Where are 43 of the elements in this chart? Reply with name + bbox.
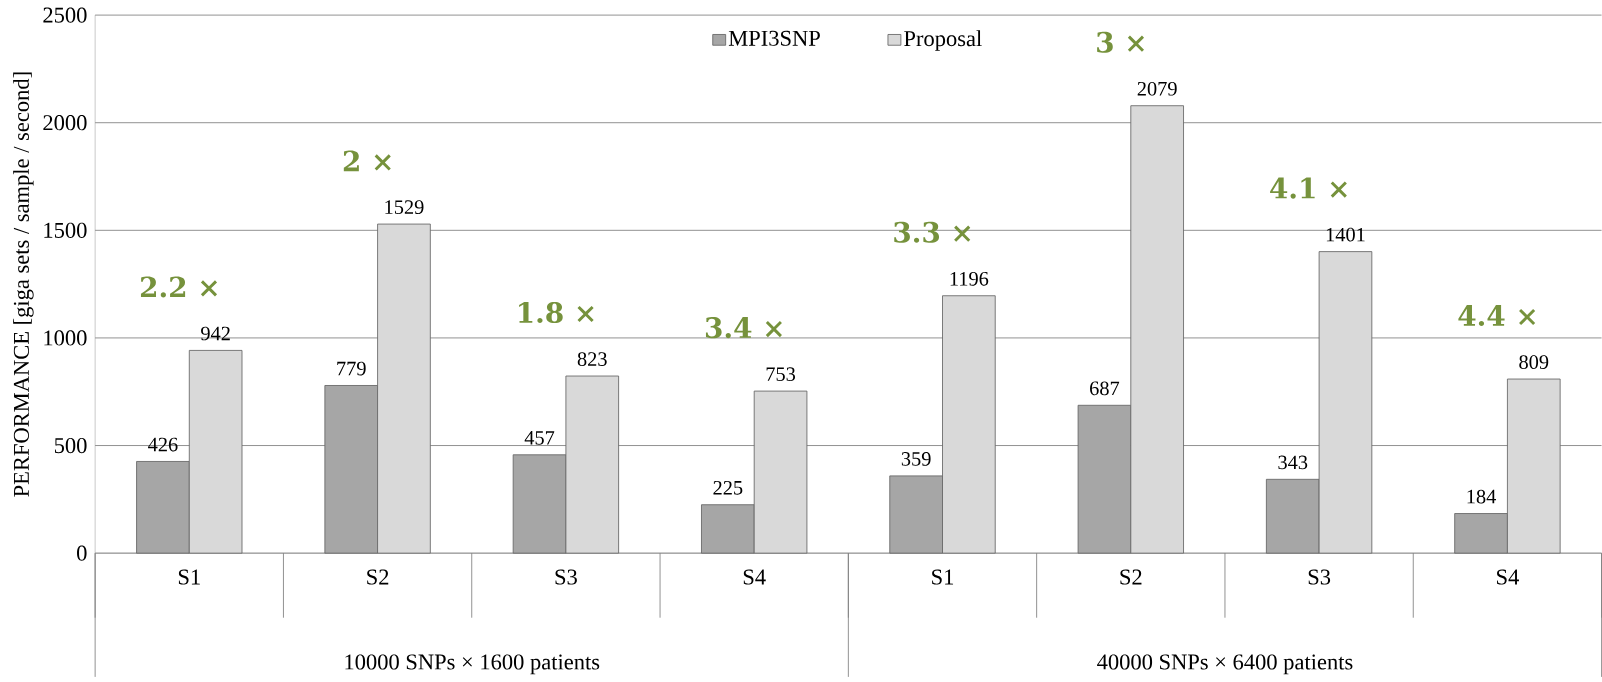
text: 40000 SNPs × 6400 patients [1097, 654, 1353, 675]
annotation: 2.2 × [140, 276, 218, 298]
x-tick-label: S3 [1308, 569, 1331, 585]
data-label: 1401 [1326, 227, 1365, 242]
y-tick-label: 1000 [44, 330, 87, 346]
x-tick-label: S1 [932, 569, 954, 585]
x-tick-label: S2 [1120, 569, 1142, 585]
y-axis-title: PERFORMANCE [giga sets / sample / second] [13, 72, 34, 497]
annotation: 4.4 × [1458, 305, 1536, 327]
annotation: 1.8 × [519, 302, 594, 324]
y-tick-label: 2500 [43, 7, 87, 23]
y-tick-label: 2000 [43, 115, 87, 131]
data-label: 1529 [385, 200, 424, 215]
data-label: 1196 [950, 272, 989, 286]
annotation: 3 × [1097, 31, 1145, 53]
data-label: 426 [148, 437, 178, 452]
data-label: 343 [1278, 455, 1308, 470]
x-tick-label: S1 [178, 569, 200, 585]
data-label: 457 [524, 431, 555, 445]
text: 10000 SNPs × 1600 patients [345, 654, 600, 675]
annotation: 2 × [343, 150, 391, 172]
data-label: 687 [1090, 381, 1120, 396]
annotation: 4.1 × [1270, 177, 1347, 199]
data-label: 359 [901, 452, 931, 466]
data-label: 225 [713, 481, 743, 495]
y-tick-label: 0 [77, 545, 87, 561]
x-tick-label: S4 [1497, 569, 1519, 585]
x-tick-label: S4 [743, 569, 766, 585]
legend-label: Proposal [904, 30, 982, 51]
x-tick-label: S3 [555, 569, 577, 585]
data-label: 779 [337, 361, 366, 376]
legend-label: MPI3SNP [728, 30, 820, 47]
data-label: 753 [766, 367, 796, 382]
data-label: 942 [201, 326, 230, 341]
y-tick-label: 1500 [44, 222, 87, 239]
data-label: 823 [577, 352, 607, 367]
data-label: 184 [1467, 489, 1497, 504]
y-tick-label: 500 [54, 438, 87, 454]
data-label: 809 [1519, 355, 1549, 370]
annotation: 3.4 × [705, 317, 782, 339]
data-label: 2079 [1137, 82, 1177, 96]
annotation: 3.3 × [894, 221, 971, 243]
x-tick-label: S2 [367, 569, 389, 585]
